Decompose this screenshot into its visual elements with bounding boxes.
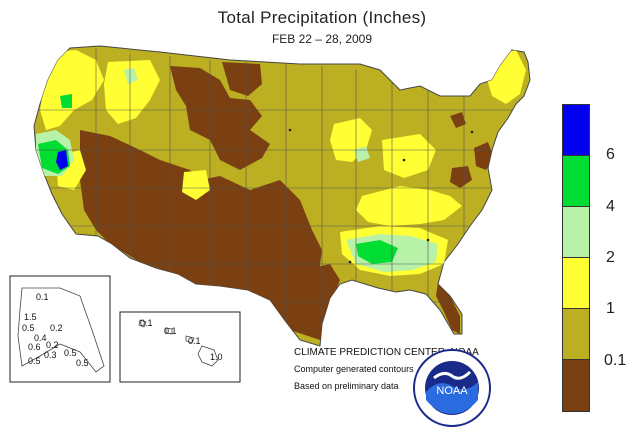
alaska-label: 0.2	[50, 323, 63, 333]
dry-region-rockies	[170, 66, 270, 170]
dry-region-ohio	[450, 166, 472, 188]
dry-region-mid-atlantic	[474, 142, 494, 170]
alaska-label: 0.5	[22, 323, 35, 333]
alaska-inset-frame	[9, 275, 111, 383]
dry-region-florida	[436, 282, 460, 334]
hawaii-label: 1.0	[210, 352, 223, 362]
wet-region-montana	[104, 60, 160, 124]
alaska-label: 0.4	[34, 333, 47, 343]
precip-legend	[562, 104, 590, 412]
green-region-oregon	[60, 94, 72, 108]
map-subtitle: FEB 22 – 28, 2009	[271, 32, 373, 46]
credits-block: CLIMATE PREDICTION CENTER, NOAA Computer…	[294, 344, 479, 395]
noaa-logo: NOAA	[413, 349, 491, 427]
legend-label: 2	[606, 249, 615, 266]
city-markers	[288, 128, 474, 264]
blue-region-california	[56, 150, 68, 170]
legend-swatch	[563, 105, 589, 156]
alaska-label: 0.5	[76, 358, 89, 368]
green-region-southeast	[356, 240, 398, 264]
alaska-label: 0.1	[36, 292, 49, 302]
hawaii-islands	[138, 319, 219, 367]
alaska-label: 0.6	[28, 342, 41, 352]
credits-line-1: Computer generated contours	[294, 364, 414, 374]
hawaii-inset: 0.1 0.1 0.1 1.0	[119, 311, 241, 383]
hawaii-label: 0.1	[164, 326, 177, 336]
alaska-label: 0.2	[46, 340, 59, 350]
alaska-inset: 0.1 1.5 0.5 0.2 0.4 0.6 0.2 0.5 0.3 0.5 …	[9, 275, 111, 383]
legend-swatch	[563, 309, 589, 360]
hawaii-inset-frame	[119, 311, 241, 383]
dry-region-texas-coast	[312, 264, 340, 300]
legend-label: 0.1	[604, 352, 627, 369]
alaska-label: 0.3	[44, 350, 57, 360]
wet-region-colorado	[182, 170, 210, 200]
us-map	[33, 45, 531, 347]
dry-region-plains	[222, 62, 262, 96]
legend-label: 4	[606, 198, 615, 215]
alaska-label: 0.5	[28, 356, 41, 366]
legend-swatch	[563, 207, 589, 258]
hawaii-label: 0.1	[188, 336, 201, 346]
precip-contours	[36, 50, 526, 340]
alaska-outline	[17, 287, 105, 373]
legend-swatch	[563, 360, 589, 411]
map-title: Total Precipitation (Inches)	[217, 8, 427, 27]
legend-label: 6	[606, 146, 615, 163]
alaska-label: 0.5	[64, 348, 77, 358]
credits-line-2: Based on preliminary data	[294, 381, 399, 391]
hawaii-label: 0.1	[140, 318, 153, 328]
dry-region-maine	[450, 112, 466, 128]
wet-region-great-lakes	[382, 134, 436, 178]
legend-label: 1	[606, 300, 615, 317]
light-green-region-wyoming	[124, 68, 138, 84]
credits-org: CLIMATE PREDICTION CENTER, NOAA	[294, 347, 479, 358]
alaska-label: 1.5	[24, 312, 37, 322]
noaa-logo-text: NOAA	[436, 385, 468, 397]
wet-region-ohio-valley	[356, 186, 462, 226]
legend-swatch	[563, 258, 589, 309]
legend-swatch	[563, 156, 589, 207]
dry-region-southwest	[80, 130, 330, 340]
